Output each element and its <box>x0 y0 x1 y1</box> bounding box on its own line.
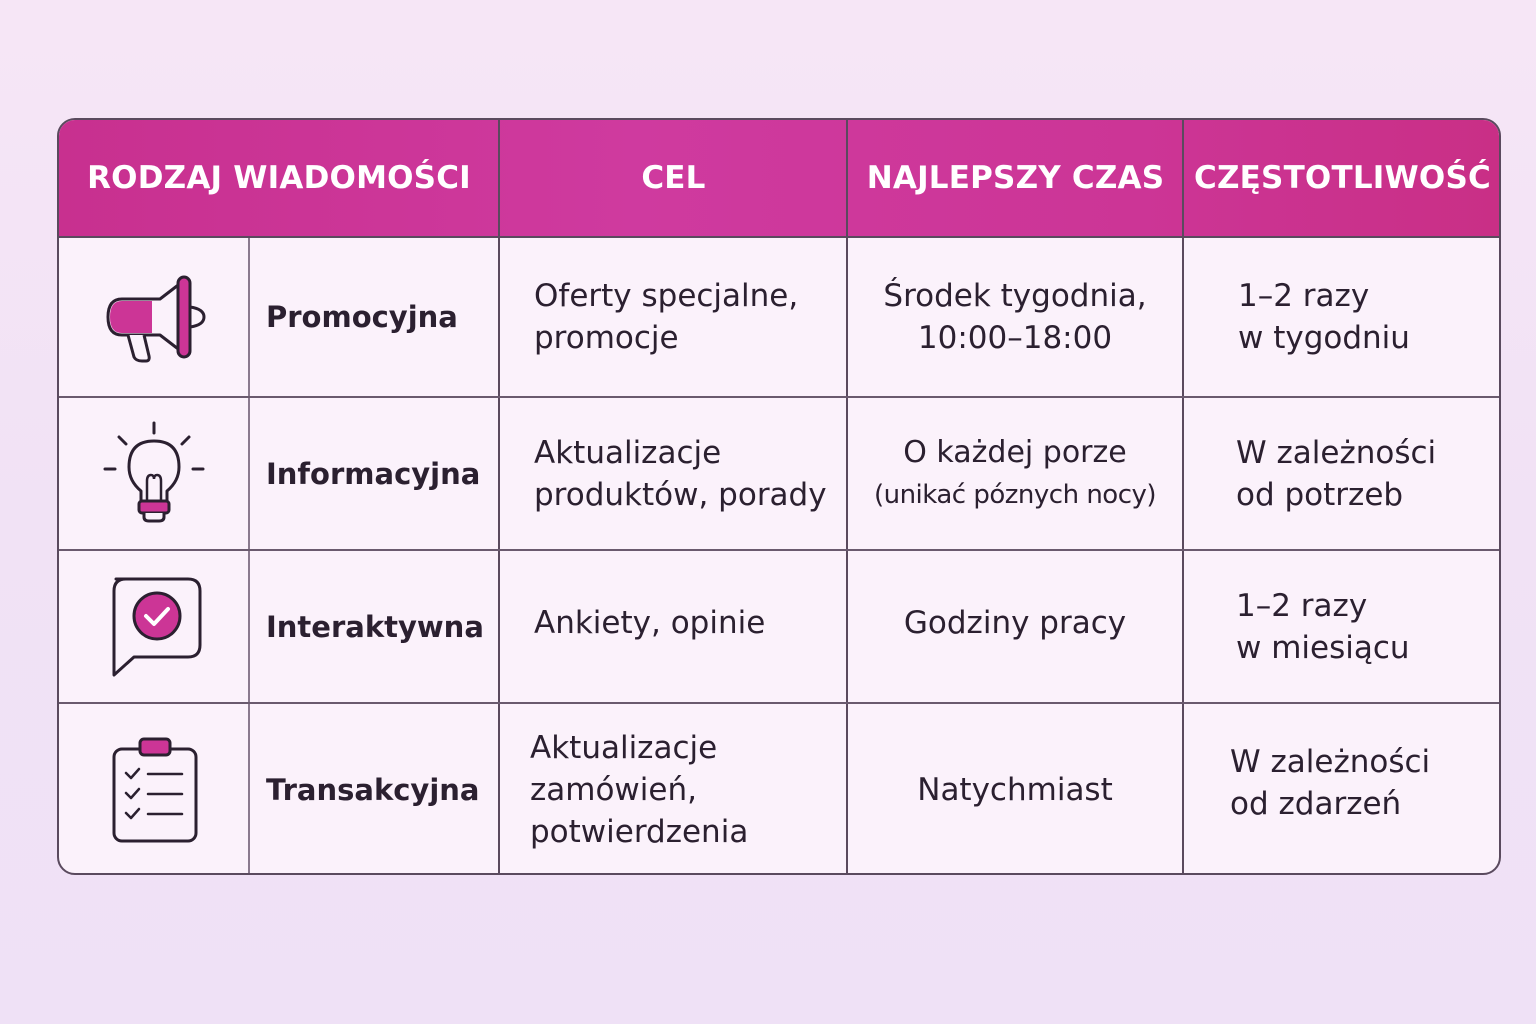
clipboard-checklist-icon <box>59 704 248 873</box>
goal-line: Aktualizacje <box>530 729 718 766</box>
goal-interactive: Ankiety, opinie <box>500 551 846 702</box>
frequency-line: od potrzeb <box>1236 476 1404 513</box>
header-frequency: CZĘSTOTLIWOŚĆ <box>1194 160 1491 196</box>
table-header: RODZAJ WIADOMOŚCI CEL NAJLEPSZY CZAS CZĘ… <box>59 120 1499 238</box>
goal-line: Aktualizacje <box>534 434 722 471</box>
frequency-line: 1–2 razy <box>1236 587 1368 624</box>
time-line: (unikać póznych nocy) <box>873 479 1157 510</box>
time-informational: O każdej porze (unikać póznych nocy) <box>848 398 1182 549</box>
goal-promotional: Oferty specjalne, promocje <box>500 238 846 396</box>
goal-line: produktów, porady <box>534 476 827 513</box>
frequency-interactive: 1–2 razy w miesiącu <box>1184 551 1499 702</box>
header-best-time: NAJLEPSZY CZAS <box>866 160 1165 196</box>
goal-line: potwierdzenia <box>530 813 749 850</box>
header-message-type: RODZAJ WIADOMOŚCI <box>87 160 471 196</box>
type-informational: Informacyjna <box>266 456 481 491</box>
goal-line: Ankiety, opinie <box>534 604 766 641</box>
frequency-promotional: 1–2 razy w tygodniu <box>1184 238 1499 396</box>
goal-line: promocje <box>534 320 679 356</box>
type-interactive: Interaktywna <box>266 609 484 644</box>
message-types-table: RODZAJ WIADOMOŚCI CEL NAJLEPSZY CZAS CZĘ… <box>57 118 1501 875</box>
time-line: O każdej porze <box>903 434 1127 470</box>
lightbulb-icon <box>59 398 248 549</box>
frequency-transactional: W zależności od zdarzeń <box>1184 704 1499 873</box>
time-interactive: Godziny pracy <box>848 551 1182 702</box>
frequency-line: w tygodniu <box>1238 320 1410 356</box>
time-transactional: Natychmiast <box>848 704 1182 873</box>
time-line: Natychmiast <box>917 771 1113 808</box>
goal-line: zamówień, <box>530 771 697 808</box>
time-line: Godziny pracy <box>903 604 1127 641</box>
goal-informational: Aktualizacje produktów, porady <box>500 398 846 549</box>
type-promotional: Promocyjna <box>266 300 458 334</box>
frequency-line: W zależności <box>1230 743 1431 780</box>
header-goal: CEL <box>641 160 706 196</box>
frequency-line: W zależności <box>1236 434 1437 471</box>
goal-transactional: Aktualizacje zamówień, potwierdzenia <box>500 704 846 873</box>
frequency-line: w miesiącu <box>1236 629 1410 666</box>
goal-line: Oferty specjalne, <box>534 278 799 314</box>
frequency-line: 1–2 razy <box>1238 278 1370 314</box>
time-line: Środek tygodnia, <box>883 278 1147 314</box>
megaphone-icon <box>59 238 248 396</box>
chat-check-icon <box>59 551 248 702</box>
time-promotional: Środek tygodnia, 10:00–18:00 <box>848 238 1182 396</box>
type-transactional: Transakcyjna <box>266 772 480 807</box>
time-line: 10:00–18:00 <box>917 320 1113 356</box>
frequency-line: od zdarzeń <box>1230 785 1402 822</box>
frequency-informational: W zależności od potrzeb <box>1184 398 1499 549</box>
